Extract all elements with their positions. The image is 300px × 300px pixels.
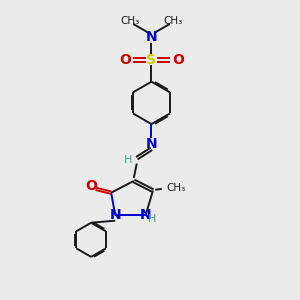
Text: H: H [148, 214, 156, 224]
Text: CH₃: CH₃ [166, 183, 185, 193]
Text: O: O [85, 179, 97, 193]
Text: O: O [119, 53, 131, 67]
Text: S: S [146, 53, 157, 67]
Text: N: N [146, 136, 157, 151]
Text: N: N [146, 30, 157, 44]
Text: N: N [140, 208, 152, 222]
Text: H: H [124, 155, 133, 165]
Text: O: O [172, 53, 184, 67]
Text: CH₃: CH₃ [121, 16, 140, 26]
Text: CH₃: CH₃ [163, 16, 182, 26]
Text: N: N [110, 208, 121, 222]
